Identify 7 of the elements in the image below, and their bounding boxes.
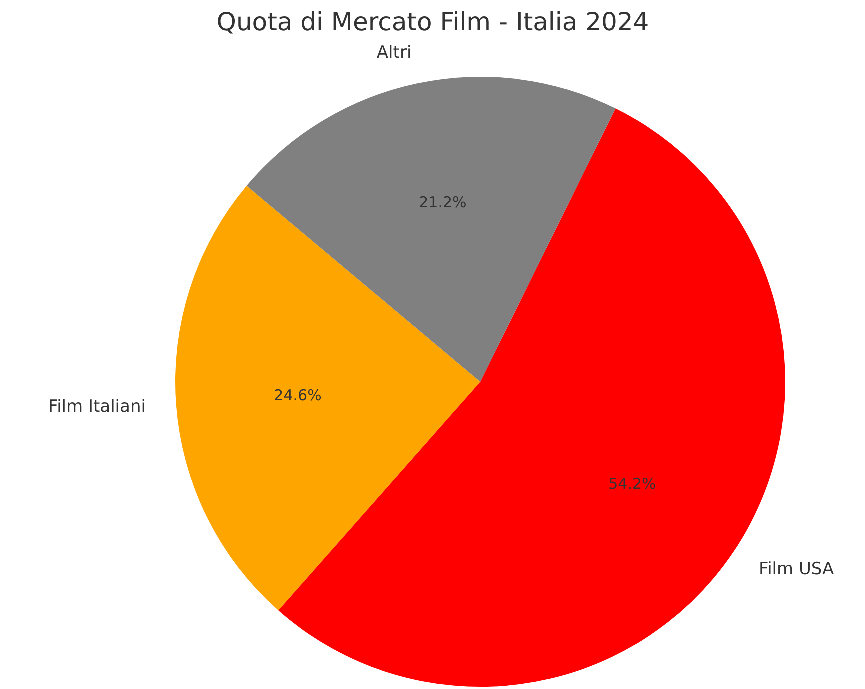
- slice-label: Altri: [376, 43, 412, 64]
- slice-label: Film Italiani: [48, 397, 146, 418]
- chart-title: Quota di Mercato Film - Italia 2024: [216, 8, 650, 36]
- data-label: 24.6%: [274, 386, 322, 405]
- data-label: 54.2%: [608, 475, 656, 494]
- data-label: 21.2%: [419, 194, 467, 212]
- slice-label: Film USA: [759, 559, 835, 580]
